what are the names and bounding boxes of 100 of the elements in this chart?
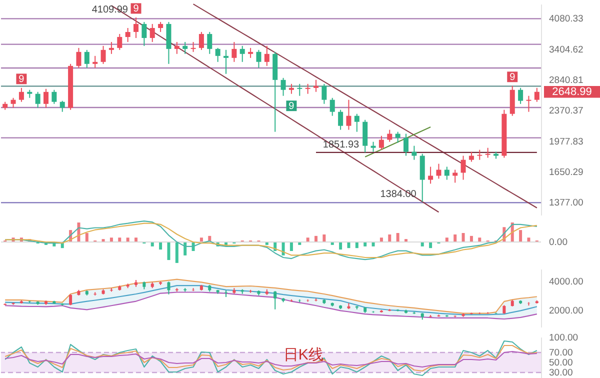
- y-tick-label: 3404.62: [549, 44, 584, 56]
- candlestick: [452, 169, 458, 184]
- candlestick: [240, 45, 245, 62]
- bar: [364, 242, 367, 246]
- candlestick: [477, 149, 482, 160]
- candlestick: [460, 155, 466, 180]
- bar: [470, 236, 473, 242]
- candlestick: [35, 91, 40, 108]
- candlestick: [436, 163, 442, 180]
- annotation: 9: [288, 100, 295, 112]
- candlestick: [84, 49, 90, 68]
- candlestick: [338, 109, 344, 130]
- candlestick: [44, 88, 48, 108]
- bar: [420, 242, 424, 246]
- y-tick-label: 2370.37: [549, 106, 584, 117]
- bar: [126, 238, 130, 242]
- bar: [110, 238, 113, 242]
- y-tick-label: 30.00: [549, 368, 573, 378]
- bar: [527, 238, 530, 242]
- candlestick: [534, 87, 540, 102]
- bar: [396, 232, 400, 242]
- bar: [429, 242, 432, 248]
- candlestick: [485, 147, 490, 158]
- y-tick-label: 4000.00: [549, 276, 584, 288]
- candlestick: [288, 83, 294, 94]
- bar: [355, 242, 358, 248]
- candlestick: [224, 49, 228, 74]
- candlestick: [94, 292, 97, 296]
- candlestick: [428, 166, 434, 184]
- bar: [322, 234, 326, 242]
- bar: [200, 238, 203, 242]
- candlestick: [232, 41, 237, 62]
- candlestick: [108, 41, 114, 54]
- bar: [372, 242, 375, 246]
- candlestick: [10, 97, 16, 108]
- candlestick: [182, 41, 188, 54]
- y-tick-label: 1377.00: [549, 198, 584, 209]
- y-tick-label: 1650.29: [549, 166, 584, 178]
- candlestick: [248, 47, 254, 58]
- candlestick: [468, 151, 474, 162]
- candlestick: [378, 135, 384, 150]
- bar: [118, 238, 122, 242]
- candlestick: [142, 21, 147, 46]
- candlestick: [370, 141, 376, 152]
- candlestick: [76, 47, 82, 68]
- text: 0.00: [549, 237, 568, 248]
- candlestick: [18, 87, 24, 102]
- y-tick-label: 50.00: [549, 358, 573, 368]
- bar: [445, 238, 448, 242]
- y-tick-label: 1977.83: [549, 136, 584, 148]
- y-tick-label: 100.00: [549, 332, 578, 344]
- candlestick: [100, 45, 106, 64]
- bar: [314, 236, 318, 242]
- candlestick: [518, 87, 524, 104]
- bar: [159, 242, 162, 250]
- annotation: 9: [133, 3, 140, 14]
- candlestick: [264, 45, 270, 66]
- candlestick: [404, 133, 408, 156]
- candlestick: [150, 23, 155, 42]
- bar: [150, 242, 154, 246]
- y-tick-label: 70.00: [549, 348, 573, 358]
- bar: [462, 232, 465, 242]
- candlestick: [305, 83, 310, 94]
- candlestick: [52, 89, 57, 104]
- candlestick: [387, 129, 392, 142]
- candlestick: [190, 41, 196, 52]
- bar: [519, 230, 522, 242]
- bar: [380, 238, 383, 242]
- candlestick: [158, 21, 164, 32]
- annotation: 9: [18, 74, 25, 85]
- candlestick: [92, 55, 98, 68]
- y-tick-label: 4080.33: [549, 14, 584, 25]
- candlestick: [526, 95, 532, 112]
- candlestick: [314, 79, 318, 92]
- line-series: [364, 126, 432, 158]
- candlestick: [444, 166, 450, 180]
- candlestick: [174, 41, 180, 54]
- candlestick: [354, 113, 360, 132]
- line-series: [4, 292, 538, 320]
- candlestick: [362, 119, 368, 153]
- bar: [290, 242, 293, 252]
- bar: [347, 242, 350, 248]
- bar: [85, 232, 88, 242]
- bar: [478, 238, 482, 242]
- bar: [339, 242, 342, 250]
- annotation: 9: [510, 72, 516, 83]
- bar: [388, 234, 392, 242]
- candlestick: [510, 85, 515, 116]
- y-tick-label: 2000.00: [549, 306, 584, 317]
- candlestick: [60, 100, 65, 112]
- line-series: [192, 4, 538, 208]
- candlestick: [198, 31, 204, 50]
- bar: [175, 242, 178, 263]
- candlestick: [134, 16, 138, 38]
- candlestick: [314, 298, 318, 302]
- y-tick-label: 2840.81: [549, 75, 584, 86]
- bar: [167, 242, 170, 260]
- candlestick: [215, 47, 220, 62]
- bar: [134, 238, 138, 242]
- candlestick: [117, 33, 122, 50]
